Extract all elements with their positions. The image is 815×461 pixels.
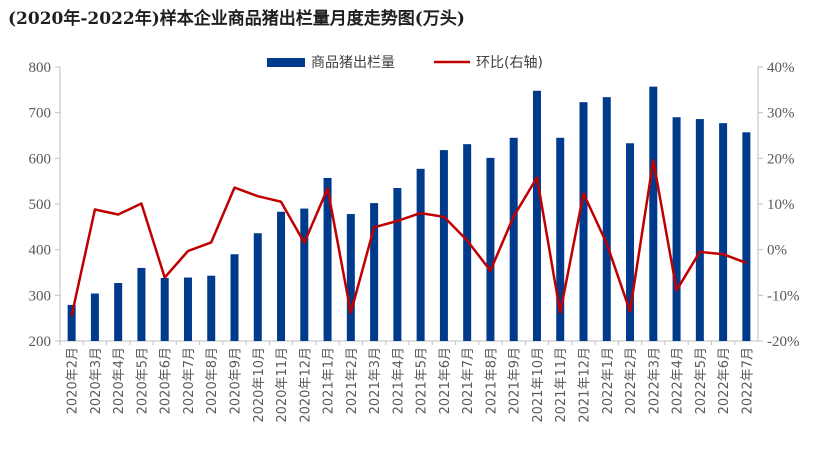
bar-2021年1月 bbox=[323, 177, 332, 341]
bar-2021年5月 bbox=[416, 168, 425, 341]
x-tick-label: 2021年3月 bbox=[368, 347, 383, 414]
y-right-tick-label: 40% bbox=[767, 60, 795, 76]
bar-2020年2月 bbox=[67, 304, 76, 341]
bar-2022年5月 bbox=[695, 119, 704, 341]
x-tick-label: 2021年6月 bbox=[438, 347, 453, 414]
x-tick-label: 2022年7月 bbox=[740, 347, 755, 414]
bar-2020年12月 bbox=[300, 208, 309, 341]
x-tick-label: 2020年6月 bbox=[159, 347, 174, 414]
x-tick-label: 2020年8月 bbox=[205, 347, 220, 414]
x-tick-label: 2022年5月 bbox=[694, 347, 709, 414]
bar-2020年3月 bbox=[90, 293, 99, 341]
legend-swatch-bars bbox=[267, 58, 305, 67]
bar-2021年12月 bbox=[579, 102, 588, 341]
y-left-tick-label: 500 bbox=[29, 197, 52, 213]
bar-2022年3月 bbox=[649, 86, 658, 342]
line-series-mom bbox=[70, 158, 747, 317]
x-tick-label: 2022年1月 bbox=[601, 347, 616, 414]
bar-2022年4月 bbox=[672, 117, 681, 341]
x-tick-label: 2022年6月 bbox=[717, 347, 732, 414]
x-tick-label: 2021年9月 bbox=[508, 347, 523, 414]
bar-2020年9月 bbox=[230, 254, 239, 341]
y-left-tick-label: 800 bbox=[29, 60, 52, 76]
bar-2020年6月 bbox=[160, 277, 169, 341]
x-tick-label: 2020年12月 bbox=[298, 347, 313, 423]
bar-2022年2月 bbox=[626, 143, 635, 341]
bar-2021年8月 bbox=[486, 157, 495, 341]
x-tick-label: 2021年11月 bbox=[554, 347, 569, 423]
y-right-tick-label: 10% bbox=[767, 197, 795, 213]
x-tick-label: 2021年5月 bbox=[415, 347, 430, 414]
bar-2022年6月 bbox=[719, 123, 728, 341]
x-tick-label: 2021年1月 bbox=[322, 347, 337, 414]
chart-title: (2020年-2022年)样本企业商品猪出栏量月度走势图(万头) bbox=[8, 9, 465, 29]
x-tick-label: 2020年10月 bbox=[252, 347, 267, 423]
legend-label-bars: 商品猪出栏量 bbox=[311, 55, 395, 71]
x-tick-label: 2021年10月 bbox=[531, 347, 546, 423]
x-tick-label: 2020年11月 bbox=[275, 347, 290, 423]
bar-2020年8月 bbox=[207, 275, 216, 341]
x-tick-label: 2020年4月 bbox=[112, 347, 127, 414]
bar-2020年7月 bbox=[183, 277, 192, 341]
x-tick-label: 2022年2月 bbox=[624, 347, 639, 414]
legend-label-line: 环比(右轴) bbox=[476, 55, 543, 71]
bar-2021年11月 bbox=[556, 137, 565, 341]
bar-2021年7月 bbox=[463, 144, 472, 341]
bar-2020年10月 bbox=[253, 233, 262, 341]
y-left-tick-label: 300 bbox=[29, 288, 52, 304]
bar-2021年6月 bbox=[439, 150, 448, 341]
bar-2021年3月 bbox=[370, 203, 379, 341]
x-tick-label: 2020年3月 bbox=[89, 347, 104, 414]
x-tick-label: 2020年9月 bbox=[229, 347, 244, 414]
x-tick-label: 2020年2月 bbox=[66, 347, 81, 414]
y-right-tick-label: 0% bbox=[767, 243, 787, 259]
y-right-tick-label: -10% bbox=[767, 288, 800, 304]
bar-2022年7月 bbox=[742, 132, 751, 341]
x-tick-label: 2021年4月 bbox=[391, 347, 406, 414]
x-tick-label: 2021年8月 bbox=[484, 347, 499, 414]
bar-2020年4月 bbox=[114, 283, 123, 341]
x-tick-label: 2021年2月 bbox=[345, 347, 360, 414]
bar-2021年9月 bbox=[509, 137, 518, 341]
y-right-tick-label: -20% bbox=[767, 334, 800, 350]
y-right-tick-label: 30% bbox=[767, 106, 795, 122]
bar-2020年11月 bbox=[277, 211, 286, 341]
bar-2022年1月 bbox=[602, 97, 611, 341]
x-tick-label: 2021年12月 bbox=[578, 347, 593, 423]
x-tick-label: 2020年5月 bbox=[135, 347, 150, 414]
bar-2021年10月 bbox=[532, 90, 541, 341]
y-left-tick-label: 200 bbox=[29, 334, 52, 350]
x-tick-label: 2021年7月 bbox=[461, 347, 476, 414]
bar-2020年5月 bbox=[137, 267, 146, 341]
bar-2021年4月 bbox=[393, 188, 402, 341]
y-left-tick-label: 400 bbox=[29, 243, 52, 259]
x-tick-label: 2022年4月 bbox=[671, 347, 686, 414]
bar-2021年2月 bbox=[346, 214, 355, 341]
y-left-tick-label: 700 bbox=[29, 106, 52, 122]
x-tick-label: 2022年3月 bbox=[647, 347, 662, 414]
x-tick-label: 2020年7月 bbox=[182, 347, 197, 414]
y-left-tick-label: 600 bbox=[29, 151, 52, 167]
y-right-tick-label: 20% bbox=[767, 151, 795, 167]
